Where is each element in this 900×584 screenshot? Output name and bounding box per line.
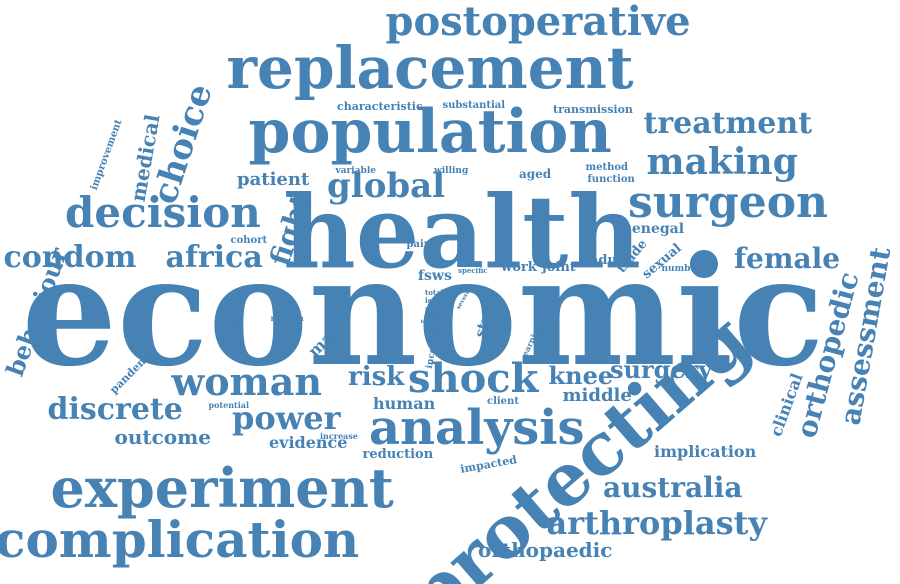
word-improvement: improvement	[88, 118, 125, 192]
word-middle: middle	[562, 385, 632, 406]
word-africa: africa	[165, 240, 263, 275]
word-variable: variable	[335, 165, 377, 176]
word-experiment: experiment	[50, 456, 394, 520]
word-median: median	[270, 313, 304, 323]
word-method: method	[585, 162, 629, 173]
word-postoperative: postoperative	[385, 0, 691, 45]
word-analysis: analysis	[369, 400, 585, 456]
word-time: time	[427, 257, 441, 264]
word-making: making	[646, 141, 798, 183]
word-pain: pain	[406, 239, 432, 250]
word-fsws: fsws	[418, 268, 452, 284]
word-potential: potential	[208, 400, 250, 410]
word-australia: australia	[603, 471, 743, 504]
word-orthopaedic: orthopaedic	[478, 538, 613, 562]
word-complication: complication	[0, 510, 360, 569]
word-power: power	[232, 399, 341, 437]
word-specific: specific	[458, 265, 488, 275]
word-decision: decision	[65, 188, 261, 237]
word-population: population	[248, 97, 612, 167]
word-surgeon: surgeon	[628, 177, 829, 228]
word-joint: joint	[542, 259, 576, 275]
word-outcome: outcome	[114, 425, 212, 449]
word-substantial: substantial	[442, 100, 506, 111]
word-reduction: reduction	[362, 446, 434, 462]
word-human: human	[373, 394, 436, 413]
word-global: global	[327, 166, 446, 206]
word-patient: patient	[237, 169, 310, 190]
word-adult: adult	[590, 252, 628, 268]
word-aged: aged	[519, 167, 552, 181]
word-discrete: discrete	[47, 392, 183, 427]
word-night: night	[425, 306, 443, 313]
word-total: total	[425, 287, 444, 297]
word-condom: condom	[3, 240, 137, 275]
word-willing: willing	[434, 165, 469, 176]
word-female: female	[734, 242, 841, 275]
word-surgery: surgery	[610, 355, 713, 384]
word-crisis: crisis	[377, 294, 396, 301]
word-level: level	[425, 295, 444, 305]
word-risk: risk	[348, 362, 405, 392]
word-transmission: transmission	[553, 102, 633, 116]
word-bmi: bmi	[420, 318, 432, 325]
word-shock: shock	[408, 355, 539, 402]
word-arthroplasty: arthroplasty	[546, 504, 768, 542]
word-number: number	[661, 263, 701, 274]
word-senegal: senegal	[624, 221, 685, 237]
word-client: client	[487, 396, 519, 407]
word-knee: knee	[548, 361, 614, 390]
word-characteristic: characteristic	[337, 99, 423, 113]
word-replacement: replacement	[226, 34, 634, 102]
word-increase: increase	[320, 431, 358, 441]
word-implication: implication	[654, 442, 757, 461]
word-health: health	[283, 173, 642, 291]
word-work: work	[501, 259, 537, 275]
word-woman: woman	[171, 359, 323, 404]
word-evidence: evidence	[269, 433, 348, 452]
word-function: function	[587, 174, 635, 185]
word-economic: economic	[21, 224, 825, 400]
word-treatment: treatment	[643, 106, 813, 141]
word-cohort: cohort	[230, 235, 268, 246]
word-body: body	[427, 313, 441, 320]
